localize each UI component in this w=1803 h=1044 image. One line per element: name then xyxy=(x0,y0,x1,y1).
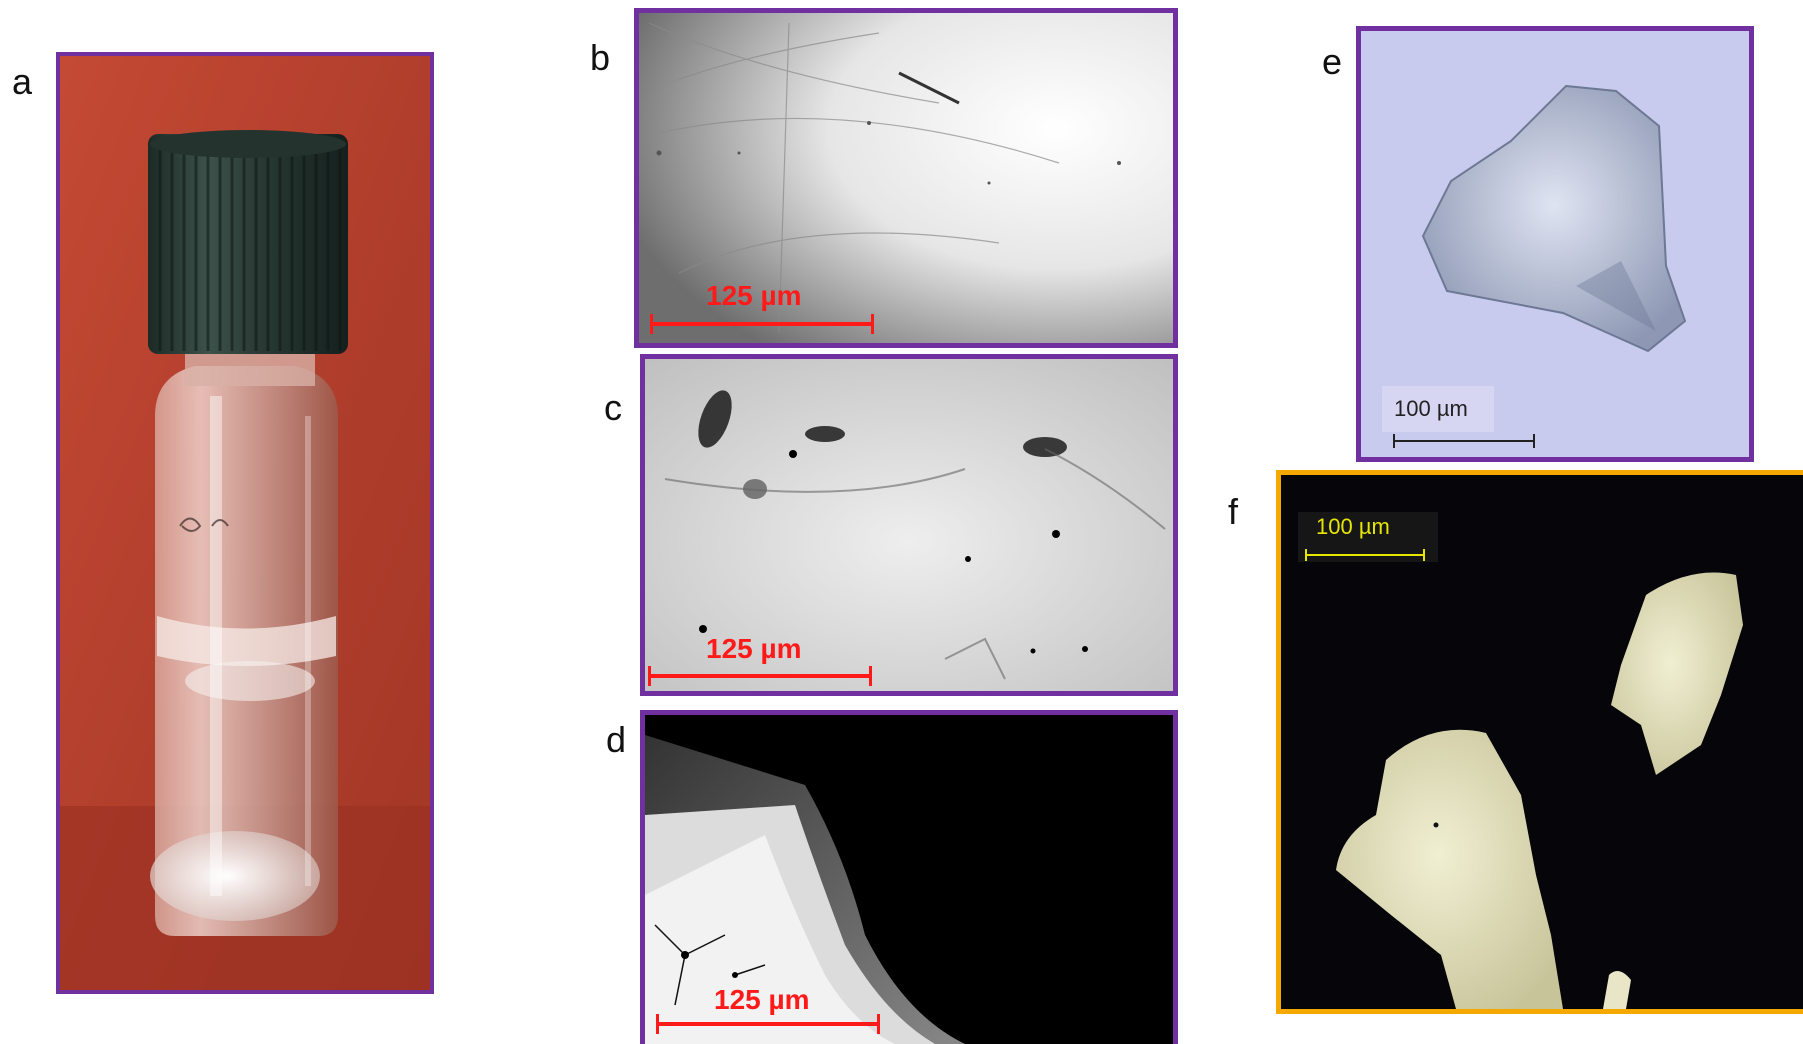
panel-d-scale-label: 125 µm xyxy=(714,984,810,1015)
panel-f-scale-bar xyxy=(1305,549,1425,561)
panel-c-micrograph xyxy=(640,354,1178,696)
panel-letter-b: b xyxy=(590,37,611,78)
panel-letter-f: f xyxy=(1228,491,1239,532)
panel-letter-a: a xyxy=(12,61,33,102)
panel-letter-d: d xyxy=(606,719,627,760)
panel-c-scale-bar xyxy=(648,666,872,686)
panel-f-scale-box xyxy=(1298,512,1438,562)
panel-f-scale-label: 100 µm xyxy=(1316,514,1390,539)
panel-b-scale-label: 125 µm xyxy=(706,280,802,311)
panel-letter-c: c xyxy=(604,387,622,428)
panel-b-scale-bar xyxy=(650,314,874,334)
panel-e-scale-label: 100 µm xyxy=(1394,396,1468,421)
panel-d-scale-bar xyxy=(656,1014,880,1034)
panel-e-scale-box xyxy=(1382,386,1494,432)
panel-d-micrograph xyxy=(640,710,1178,1044)
panel-b-micrograph xyxy=(634,8,1178,348)
panel-f-micrograph xyxy=(1276,470,1803,1014)
panel-e-scale-bar xyxy=(1393,434,1535,448)
panel-a-vial-photo xyxy=(56,52,434,994)
panel-letter-e: e xyxy=(1322,41,1343,82)
panel-c-scale-label: 125 µm xyxy=(706,633,802,664)
